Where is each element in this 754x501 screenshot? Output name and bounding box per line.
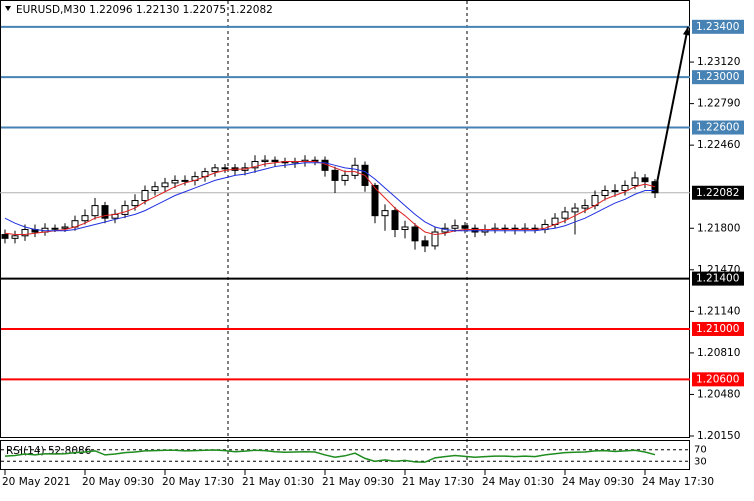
y-tick-label: 1.20480	[697, 388, 740, 400]
candle-body	[641, 177, 649, 183]
candle-body	[91, 205, 99, 217]
candle-body	[261, 159, 269, 163]
candle-body	[451, 225, 459, 229]
candle-body	[631, 177, 639, 186]
candle-body	[1, 234, 9, 239]
candle-body	[131, 200, 139, 207]
candle-body	[371, 184, 379, 217]
last-price-label: 1.22082	[696, 187, 739, 199]
candle-body	[21, 229, 29, 237]
candle-body	[11, 235, 19, 239]
y-tick-label: 1.23120	[697, 56, 740, 68]
level-label: 1.21000	[696, 323, 739, 335]
candle-body	[381, 210, 389, 217]
x-tick-label: 21 May 17:30	[402, 476, 474, 488]
level-label: 1.23000	[696, 71, 739, 83]
arrow-head	[682, 26, 690, 36]
candle-body	[171, 179, 179, 184]
y-tick-label: 1.20150	[697, 430, 740, 442]
candle-body	[161, 182, 169, 188]
y-tick-label: 1.21140	[697, 305, 740, 317]
y-tick-label: 1.22460	[697, 139, 740, 151]
candle-body	[571, 207, 579, 213]
x-tick-label: 24 May 09:30	[562, 476, 634, 488]
candle-body	[181, 179, 189, 182]
level-label: 1.21400	[696, 273, 739, 285]
candle-body	[251, 161, 259, 169]
level-label: 1.22600	[696, 122, 739, 134]
candle-body	[101, 205, 109, 219]
x-tick-label: 21 May 09:30	[322, 476, 394, 488]
x-tick-label: 20 May 09:30	[82, 476, 154, 488]
candle-body	[51, 227, 59, 230]
arrow	[654, 26, 689, 193]
level-tag	[692, 19, 744, 34]
candle-body	[431, 231, 439, 247]
level-tag	[692, 321, 744, 336]
rsi-tick-label: 70	[694, 445, 707, 456]
level-tag	[692, 70, 744, 85]
y-tick-label: 1.21800	[697, 222, 740, 234]
moving-average	[4, 162, 655, 232]
candle-body	[611, 189, 619, 192]
header-icon	[5, 6, 11, 11]
candle-body	[81, 215, 89, 222]
candle-body	[581, 205, 589, 209]
candle-body	[471, 227, 479, 233]
candle-body	[151, 186, 159, 191]
y-tick-label: 1.20810	[697, 347, 740, 359]
candle-body	[121, 205, 129, 215]
candle-body	[211, 167, 219, 173]
x-tick-label: 24 May 01:30	[482, 476, 554, 488]
level-tag	[692, 271, 744, 286]
candle-body	[461, 225, 469, 229]
rsi-panel	[0, 440, 690, 470]
x-tick-label: 20 May 17:30	[162, 476, 234, 488]
last-price-tag	[692, 185, 744, 200]
candle-body	[141, 189, 149, 202]
level-label: 1.20600	[696, 373, 739, 385]
candle-body	[621, 184, 629, 191]
candle-body	[601, 189, 609, 197]
moving-average	[4, 161, 656, 236]
level-label: 1.23400	[696, 21, 739, 33]
candle-body	[351, 164, 359, 176]
chart-header: EURUSD,M30 1.22096 1.22130 1.22075 1.220…	[16, 4, 273, 16]
candle-body	[421, 240, 429, 247]
x-tick-label: 21 May 01:30	[242, 476, 314, 488]
candle-body	[341, 174, 349, 181]
candle-body	[221, 167, 229, 170]
level-tag	[692, 372, 744, 387]
level-tag	[692, 120, 744, 135]
candle-body	[401, 226, 409, 231]
candle-body	[331, 169, 339, 181]
candle-body	[61, 226, 69, 229]
rsi-tick-label: 30	[694, 456, 707, 467]
main-panel	[0, 0, 690, 438]
candle-body	[561, 211, 569, 219]
y-tick-label: 1.22790	[697, 98, 740, 110]
rsi-line	[4, 449, 656, 463]
x-tick-label: 24 May 17:30	[642, 476, 714, 488]
candle-body	[411, 226, 419, 242]
x-tick-label: 20 May 2021	[2, 476, 70, 488]
candle-body	[391, 210, 399, 231]
candle-body	[271, 159, 279, 163]
